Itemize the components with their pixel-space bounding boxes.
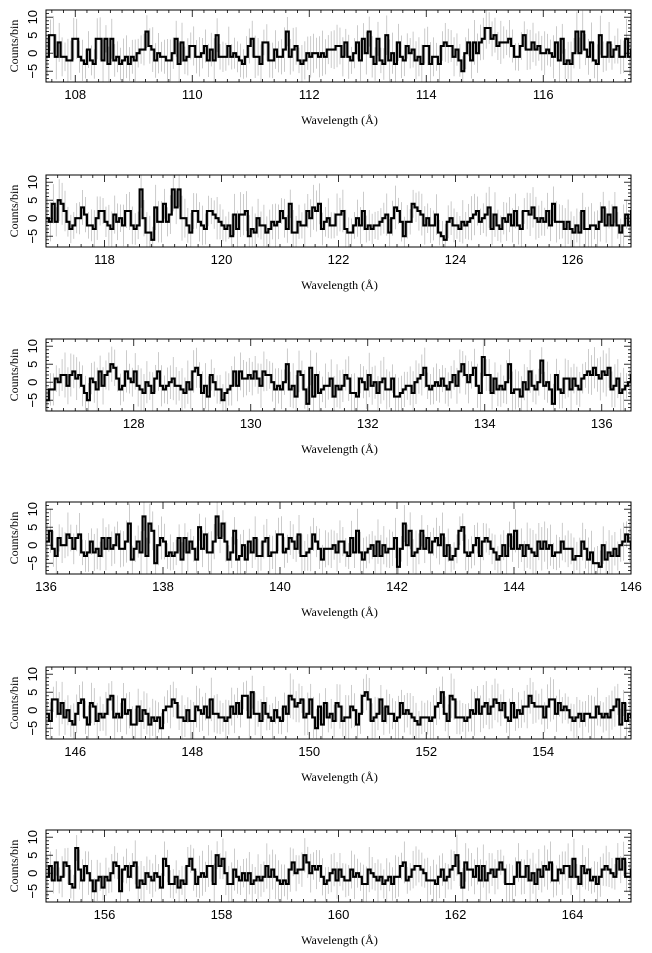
spectrum-series — [46, 26, 631, 73]
plot-frame — [45, 501, 632, 575]
y-tick-label: −5 — [25, 721, 40, 736]
x-axis-title: Wavelength (Å) — [301, 113, 378, 127]
x-tick-label: 124 — [445, 252, 467, 267]
y-tick-label: 0 — [25, 379, 40, 386]
panel-data — [46, 339, 631, 411]
x-tick-label: 112 — [299, 87, 320, 102]
y-tick-label: 10 — [25, 502, 40, 516]
y-axis-title: Counts/bin — [7, 512, 21, 565]
spectrum-series — [46, 188, 631, 241]
panels: 108 110 112 114 116 −5 0 5 10 Wavelength (Å) Count… — [7, 9, 642, 947]
y-tick-label: 10 — [25, 339, 40, 353]
y-tick-label: 10 — [25, 830, 40, 844]
x-tick-label: 108 — [64, 87, 86, 102]
y-tick-label: −5 — [25, 229, 40, 244]
x-axis-title: Wavelength (Å) — [301, 605, 378, 619]
error-bars — [47, 175, 630, 247]
x-tick-label: 130 — [240, 416, 262, 431]
panel-data — [46, 175, 631, 247]
y-tick-label: 10 — [25, 10, 40, 24]
spectrum-panel-1: 108 110 112 114 116 −5 0 5 10 Wavelength (Å) Count… — [7, 9, 632, 127]
y-tick-label: 0 — [25, 50, 40, 57]
x-tick-label: 156 — [94, 907, 116, 922]
y-axis-title: Counts/bin — [7, 185, 21, 238]
panel-data — [46, 834, 631, 902]
x-tick-label: 134 — [474, 416, 496, 431]
y-tick-label: 5 — [25, 524, 40, 531]
x-axis-title: Wavelength (Å) — [301, 278, 378, 292]
panel-data — [46, 673, 631, 739]
x-tick-label: 116 — [533, 87, 554, 102]
x-tick-label: 132 — [357, 416, 379, 431]
x-tick-label: 164 — [562, 907, 584, 922]
x-tick-label: 162 — [445, 907, 467, 922]
spectrum-panel-2: 118 120 122 124 126 −5 0 5 10 Wavelength (Å) Count… — [7, 174, 632, 292]
spectrum-series — [46, 846, 631, 893]
x-tick-label: 118 — [94, 252, 115, 267]
x-tick-label: 126 — [562, 252, 584, 267]
y-tick-label: −5 — [25, 884, 40, 899]
x-tick-label: 138 — [152, 579, 174, 594]
y-tick-label: 5 — [25, 361, 40, 368]
x-tick-label: 128 — [123, 416, 145, 431]
panel-data — [46, 10, 631, 82]
x-tick-label: 122 — [328, 252, 350, 267]
x-tick-label: 146 — [620, 579, 642, 594]
x-tick-label: 144 — [503, 579, 525, 594]
x-tick-label: 114 — [416, 87, 437, 102]
spectrum-series — [46, 515, 631, 568]
spectrum-panel-5: 146 148 150 152 154 −5 0 5 10 Wavelength (Å) Count… — [7, 666, 632, 784]
plot-frame — [45, 174, 632, 248]
y-tick-label: 10 — [25, 175, 40, 189]
y-tick-label: 0 — [25, 215, 40, 222]
x-tick-label: 150 — [298, 744, 320, 759]
spectrum-series — [46, 355, 631, 405]
y-tick-label: 5 — [25, 689, 40, 696]
x-tick-label: 110 — [182, 87, 203, 102]
x-tick-label: 160 — [328, 907, 350, 922]
y-axis-title: Counts/bin — [7, 349, 21, 402]
x-tick-label: 152 — [415, 744, 437, 759]
y-tick-label: 5 — [25, 32, 40, 39]
y-tick-label: 0 — [25, 707, 40, 714]
x-tick-label: 140 — [269, 579, 291, 594]
y-tick-label: 5 — [25, 852, 40, 859]
spectrum-panel-6: 156 158 160 162 164 −5 0 5 10 Wavelength (Å) Count… — [7, 829, 632, 947]
y-tick-label: 10 — [25, 667, 40, 681]
y-tick-label: 0 — [25, 542, 40, 549]
spectrum-panel-3: 128 130 132 134 136 −5 0 5 10 Wavelength (Å) Count… — [7, 338, 632, 456]
spectrum-series — [46, 691, 631, 730]
y-tick-label: 5 — [25, 197, 40, 204]
x-tick-label: 142 — [386, 579, 408, 594]
y-axis-title: Counts/bin — [7, 840, 21, 893]
y-tick-label: −5 — [25, 556, 40, 571]
x-tick-label: 136 — [35, 579, 57, 594]
x-axis-title: Wavelength (Å) — [301, 442, 378, 456]
y-tick-label: −5 — [25, 64, 40, 79]
x-tick-label: 120 — [211, 252, 233, 267]
y-axis-title: Counts/bin — [7, 677, 21, 730]
x-tick-label: 158 — [211, 907, 233, 922]
y-tick-label: 0 — [25, 870, 40, 877]
panel-data — [46, 502, 631, 574]
x-tick-label: 154 — [532, 744, 554, 759]
x-axis-title: Wavelength (Å) — [301, 770, 378, 784]
x-axis-title: Wavelength (Å) — [301, 933, 378, 947]
spectrum-panel-4: 136 138 140 142 144 146 −5 0 5 10 Wavelength (Å) Co… — [7, 501, 642, 619]
x-tick-label: 136 — [591, 416, 613, 431]
y-tick-label: −5 — [25, 393, 40, 408]
x-tick-label: 146 — [64, 744, 86, 759]
x-tick-label: 148 — [181, 744, 203, 759]
y-axis-title: Counts/bin — [7, 20, 21, 73]
